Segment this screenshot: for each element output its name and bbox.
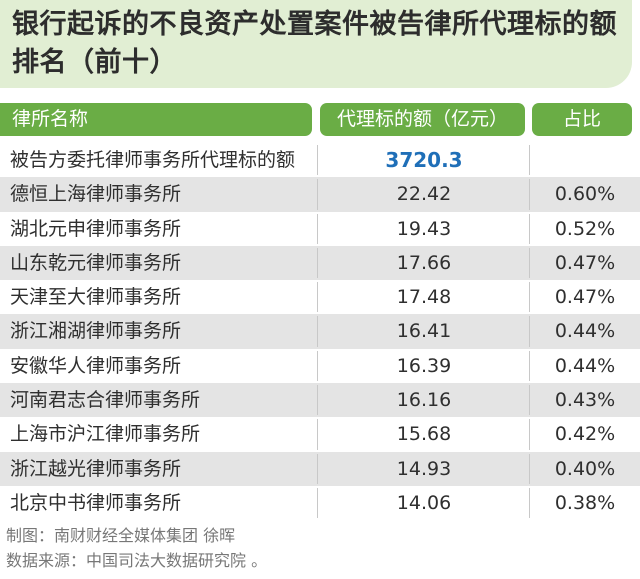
cell-amount: 16.16	[396, 389, 452, 412]
column-divider	[317, 487, 318, 519]
page-title: 银行起诉的不良资产处置案件被告律所代理标的额排名（前十）	[12, 9, 617, 78]
cell-share: 0.60%	[554, 183, 616, 206]
cell-amount: 14.93	[396, 457, 452, 480]
table-row: 上海市沪江律师事务所 15.68 0.42%	[0, 417, 640, 451]
cell-firm-name: 湖北元申律师事务所	[10, 217, 182, 240]
cell-amount: 22.42	[396, 183, 452, 206]
cell-amount: 17.48	[396, 286, 452, 309]
cell-firm-name: 被告方委托律师事务所代理标的额	[10, 149, 296, 171]
column-divider	[317, 350, 318, 382]
cell-share: 0.44%	[554, 354, 616, 377]
cell-share: 0.52%	[554, 217, 616, 240]
column-divider	[317, 247, 318, 279]
cell-share	[530, 143, 640, 177]
table-row: 湖北元申律师事务所 19.43 0.52%	[0, 212, 640, 246]
title-banner: 银行起诉的不良资产处置案件被告律所代理标的额排名（前十）	[0, 0, 632, 88]
cell-amount: 16.41	[396, 320, 452, 343]
cell-firm-name: 德恒上海律师事务所	[10, 183, 182, 206]
column-divider	[317, 213, 318, 244]
column-divider	[529, 179, 530, 210]
column-divider	[529, 487, 530, 519]
column-divider	[529, 145, 530, 176]
cell-firm-name: 河南君志合律师事务所	[10, 389, 201, 412]
table-row: 天津至大律师事务所 17.48 0.47%	[0, 280, 640, 314]
column-divider	[317, 179, 318, 210]
cell-firm-name: 上海市沪江律师事务所	[10, 423, 201, 446]
column-divider	[529, 282, 530, 313]
cell-share: 0.40%	[554, 457, 616, 480]
column-divider	[529, 453, 530, 484]
column-header-amount: 代理标的额（亿元）	[320, 103, 525, 136]
column-divider	[529, 350, 530, 382]
column-divider	[529, 247, 530, 279]
cell-firm-name: 天津至大律师事务所	[10, 286, 182, 309]
cell-share: 0.47%	[554, 251, 616, 274]
table-row: 浙江越光律师事务所 14.93 0.40%	[0, 451, 640, 486]
cell-amount: 15.68	[396, 423, 452, 446]
table-row: 北京中书律师事务所 14.06 0.38%	[0, 486, 640, 520]
chart-credit: 制图：南财财经全媒体集团 徐晖	[6, 526, 236, 545]
cell-firm-name: 北京中书律师事务所	[10, 491, 182, 514]
column-divider	[317, 145, 318, 176]
table-row-total: 被告方委托律师事务所代理标的额 3720.3	[0, 143, 640, 177]
cell-share: 0.44%	[554, 320, 616, 343]
column-divider	[317, 385, 318, 416]
cell-share: 0.43%	[554, 389, 616, 412]
cell-amount: 17.66	[396, 251, 452, 274]
cell-amount: 14.06	[396, 491, 452, 514]
column-header-share: 占比	[532, 103, 632, 136]
cell-share: 0.47%	[554, 286, 616, 309]
cell-share: 0.38%	[554, 491, 616, 514]
cell-firm-name: 安徽华人律师事务所	[10, 354, 182, 377]
column-header-name: 律所名称	[0, 103, 312, 136]
column-divider	[529, 213, 530, 244]
cell-firm-name: 浙江湘湖律师事务所	[10, 320, 182, 343]
cell-amount: 16.39	[396, 354, 452, 377]
column-divider	[317, 453, 318, 484]
cell-share: 0.42%	[554, 423, 616, 446]
cell-amount: 19.43	[396, 217, 452, 240]
cell-amount: 3720.3	[385, 148, 463, 172]
column-divider	[317, 419, 318, 450]
table-row: 德恒上海律师事务所 22.42 0.60%	[0, 177, 640, 212]
ranking-table: 被告方委托律师事务所代理标的额 3720.3 德恒上海律师事务所 22.42 0.60%…	[0, 143, 640, 520]
column-divider	[529, 385, 530, 416]
data-source: 数据来源：中国司法大数据研究院 。	[6, 551, 268, 570]
column-divider	[529, 316, 530, 347]
footer: 制图：南财财经全媒体集团 徐晖 数据来源：中国司法大数据研究院 。	[6, 523, 267, 573]
table-row: 浙江湘湖律师事务所 16.41 0.44%	[0, 314, 640, 349]
table-row: 河南君志合律师事务所 16.16 0.43%	[0, 383, 640, 418]
column-divider	[529, 419, 530, 450]
column-divider	[317, 316, 318, 347]
cell-firm-name: 山东乾元律师事务所	[10, 251, 182, 274]
table-row: 安徽华人律师事务所 16.39 0.44%	[0, 349, 640, 383]
column-divider	[317, 282, 318, 313]
cell-firm-name: 浙江越光律师事务所	[10, 457, 182, 480]
table-row: 山东乾元律师事务所 17.66 0.47%	[0, 245, 640, 281]
